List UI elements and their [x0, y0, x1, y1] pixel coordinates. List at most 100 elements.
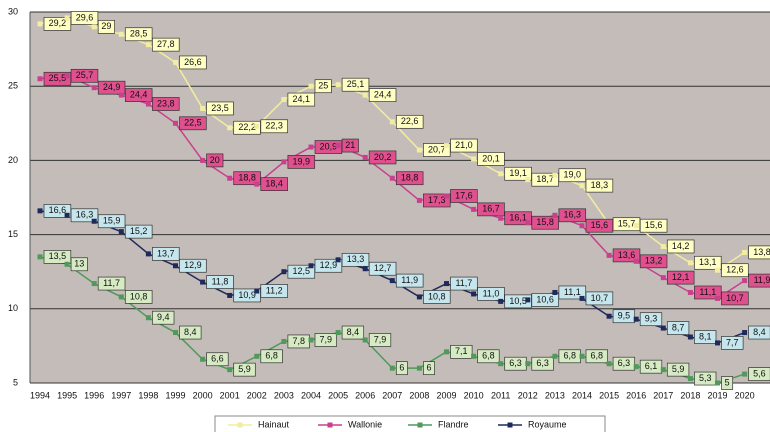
label-box	[477, 202, 505, 217]
marker	[173, 263, 178, 269]
label-box	[341, 77, 370, 92]
data-label: 5,3	[699, 373, 712, 383]
marker	[254, 181, 260, 187]
data-label: 13,3	[347, 254, 365, 264]
label-box	[585, 218, 614, 233]
marker	[389, 175, 395, 181]
marker	[362, 92, 368, 98]
label-box	[748, 325, 770, 340]
marker	[118, 229, 124, 235]
marker	[471, 206, 477, 212]
marker	[416, 294, 422, 300]
data-label: 17,3	[428, 195, 446, 205]
marker	[633, 223, 639, 229]
legend-marker	[327, 422, 333, 428]
marker	[389, 278, 395, 284]
label-box	[531, 293, 559, 307]
data-label: 26,6	[184, 57, 202, 67]
data-label: 10,7	[591, 293, 609, 303]
marker	[64, 15, 70, 21]
marker	[91, 281, 97, 287]
label-box	[639, 359, 663, 374]
label-box	[152, 97, 180, 111]
data-label: 12,9	[184, 260, 202, 270]
data-label: 11,1	[699, 287, 716, 297]
y-tick-label: 25	[8, 81, 18, 91]
marker	[552, 212, 558, 218]
marker	[633, 364, 639, 370]
marker	[498, 361, 504, 367]
label-box	[721, 376, 734, 390]
marker	[687, 376, 693, 382]
label-box	[206, 275, 234, 289]
label-box	[70, 257, 88, 272]
data-label: 25	[318, 81, 328, 91]
data-label: 19,0	[564, 170, 582, 180]
x-tick-label: 2015	[599, 390, 619, 400]
marker	[525, 220, 531, 226]
data-label: 22,2	[238, 122, 256, 132]
data-label: 5	[725, 377, 730, 387]
marker	[64, 261, 70, 267]
data-label: 22,3	[265, 121, 283, 131]
label-box	[179, 258, 207, 273]
label-box	[531, 356, 554, 371]
marker	[254, 123, 260, 129]
label-box	[124, 88, 153, 102]
data-label: 7,1	[455, 346, 468, 356]
marker	[227, 292, 233, 298]
x-tick-label: 2005	[328, 390, 348, 400]
marker	[606, 313, 612, 319]
label-box	[666, 239, 695, 254]
marker	[525, 297, 531, 303]
label-box	[179, 325, 202, 340]
label-box	[450, 189, 478, 203]
label-box	[558, 208, 587, 223]
data-label: 18,3	[591, 180, 609, 190]
label-box	[423, 290, 451, 304]
marker	[552, 289, 558, 295]
x-tick-label: 2001	[220, 390, 240, 400]
marker	[471, 353, 477, 359]
marker	[687, 334, 693, 340]
label-box	[395, 273, 424, 288]
x-tick-label: 2010	[464, 390, 484, 400]
label-box	[666, 362, 690, 377]
label-box	[585, 291, 614, 306]
label-box	[97, 214, 126, 229]
label-box	[368, 261, 397, 276]
label-box	[97, 276, 126, 291]
marker	[389, 365, 395, 371]
marker	[579, 353, 585, 359]
marker	[37, 76, 43, 82]
x-tick-label: 1997	[111, 390, 131, 400]
data-label: 29,2	[49, 18, 67, 28]
marker	[145, 251, 151, 257]
marker	[715, 340, 720, 346]
marker	[715, 295, 720, 301]
data-label: 18,8	[238, 173, 256, 183]
data-label: 20	[210, 155, 220, 165]
label-box	[260, 349, 283, 364]
label-box	[395, 171, 424, 186]
data-label: 27,8	[157, 39, 175, 49]
data-label: 15,8	[536, 217, 554, 227]
data-label: 10,8	[428, 291, 446, 301]
marker	[633, 316, 639, 322]
legend-label: Flandre	[438, 419, 469, 429]
legend-box	[214, 415, 606, 432]
label-box	[97, 19, 115, 34]
marker	[200, 105, 206, 111]
data-label: 13,8	[753, 247, 770, 257]
label-box	[368, 150, 397, 165]
data-label: 12,6	[726, 265, 744, 275]
marker	[579, 295, 585, 301]
data-label: 24,4	[130, 89, 148, 99]
data-label: 18,8	[401, 173, 419, 183]
label-box	[748, 245, 770, 260]
label-box	[206, 153, 224, 168]
y-tick-label: 30	[8, 6, 18, 16]
label-box	[721, 263, 749, 278]
x-tick-label: 2004	[301, 390, 321, 400]
marker	[308, 263, 314, 269]
